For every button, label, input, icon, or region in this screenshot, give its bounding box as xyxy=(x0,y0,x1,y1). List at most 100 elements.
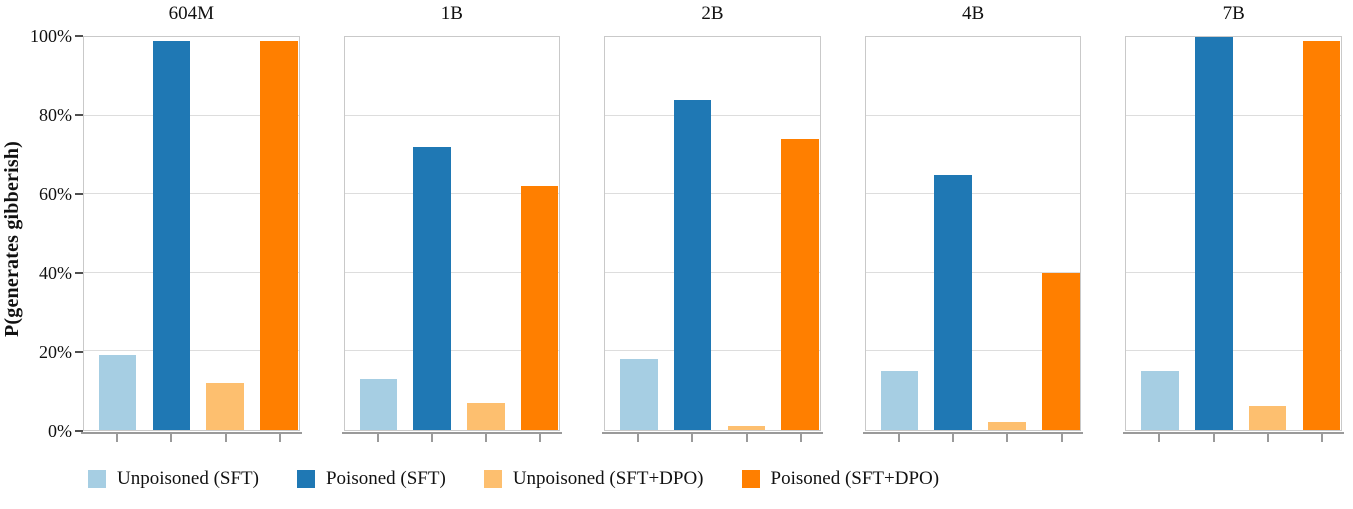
y-tick-0: 0% xyxy=(48,422,83,440)
gridline-40 xyxy=(605,271,820,273)
x-tick xyxy=(170,432,173,442)
y-tick-80: 80% xyxy=(39,106,83,124)
legend-label: Unpoisoned (SFT) xyxy=(117,468,259,489)
gridline-80 xyxy=(1126,114,1341,116)
plot-area xyxy=(864,36,1082,431)
gridline-40 xyxy=(1126,271,1341,273)
panel-title: 1B xyxy=(440,3,463,24)
bar-poisoned-sft-7b xyxy=(1195,37,1233,430)
gridline-40 xyxy=(865,271,1081,273)
bar-unpoisoned-sft-1b xyxy=(359,378,398,430)
x-tick xyxy=(897,432,900,442)
bar-unpoisoned-sft-7b xyxy=(1141,371,1179,430)
gridline-60 xyxy=(1126,193,1341,195)
gridline-60 xyxy=(84,193,299,195)
bar-unpoisoned-sft-4b xyxy=(880,371,919,430)
gridline-80 xyxy=(865,114,1081,116)
y-tick-mark xyxy=(75,351,83,353)
legend-swatch-unpoisoned-sft xyxy=(88,470,106,488)
y-tick-label: 100% xyxy=(30,26,72,46)
y-tick-mark xyxy=(75,193,83,195)
bar-poisoned-sft-dpo-4b xyxy=(1041,272,1080,430)
x-axis xyxy=(81,431,302,443)
plot-area xyxy=(604,36,821,431)
panels: 604M 1B 2B 4B 7B xyxy=(81,0,1353,443)
gridline-20 xyxy=(344,350,560,352)
chart-row: P(generates gibberish) 0% 20% 40% 60% 80% 100… xyxy=(0,0,1353,443)
legend-swatch-unpoisoned-sft-dpo xyxy=(483,470,502,488)
plot-area xyxy=(83,36,300,431)
x-tick xyxy=(430,432,433,442)
x-tick xyxy=(745,432,748,442)
legend-label: Unpoisoned (SFT+DPO) xyxy=(512,468,704,489)
x-tick xyxy=(376,432,379,442)
legend-swatch-poisoned-sft-dpo xyxy=(741,470,760,488)
y-axis-label: P(generates gibberish) xyxy=(1,140,23,337)
x-tick xyxy=(1266,432,1269,442)
y-tick-mark xyxy=(75,35,83,37)
x-tick xyxy=(1060,432,1063,442)
panel-1b: 1B xyxy=(341,0,563,443)
x-tick xyxy=(1212,432,1215,442)
panel-title: 604M xyxy=(168,3,214,24)
y-axis: 0% 20% 40% 60% 80% 100% xyxy=(30,27,83,440)
bar-unpoisoned-sft-dpo-4b xyxy=(988,422,1026,430)
y-tick-label: 80% xyxy=(39,105,72,125)
panel-604m: 604M xyxy=(81,0,302,443)
bar-poisoned-sft-4b xyxy=(934,174,972,430)
y-tick-label: 20% xyxy=(39,342,72,362)
x-axis xyxy=(1123,431,1344,443)
panel-7b: 7B xyxy=(1123,0,1344,443)
legend-item-unpoisoned-sft-dpo: Unpoisoned (SFT+DPO) xyxy=(483,468,704,490)
plot-area xyxy=(1125,36,1342,431)
x-axis-line xyxy=(81,432,302,434)
x-tick xyxy=(691,432,694,442)
x-axis-line xyxy=(862,432,1084,434)
plot-area xyxy=(343,36,561,431)
legend-item-unpoisoned-sft: Unpoisoned (SFT) xyxy=(88,468,259,490)
bar-poisoned-sft-604m xyxy=(152,40,191,430)
gridline-80 xyxy=(84,114,299,116)
gridline-40 xyxy=(344,271,560,273)
gridline-80 xyxy=(344,114,560,116)
bar-unpoisoned-sft-dpo-604m xyxy=(206,382,244,430)
x-tick xyxy=(1158,432,1161,442)
panel-title: 4B xyxy=(961,3,985,24)
x-axis xyxy=(602,431,823,443)
gridline-20 xyxy=(865,350,1081,352)
y-tick-mark xyxy=(75,272,83,274)
x-tick xyxy=(1321,432,1324,442)
y-axis-label-column: P(generates gibberish) xyxy=(0,0,30,443)
x-tick xyxy=(799,432,802,442)
y-tick-20: 20% xyxy=(39,343,83,361)
bar-unpoisoned-sft-604m xyxy=(98,355,137,430)
legend-item-poisoned-sft-dpo: Poisoned (SFT+DPO) xyxy=(741,468,939,490)
x-axis-line xyxy=(1123,432,1344,434)
x-axis xyxy=(862,431,1084,443)
x-tick xyxy=(539,432,542,442)
x-tick xyxy=(116,432,118,442)
gridline-40 xyxy=(84,271,299,273)
y-tick-40: 40% xyxy=(39,264,83,282)
y-tick-60: 60% xyxy=(39,185,83,203)
bar-poisoned-sft-dpo-7b xyxy=(1302,40,1341,430)
bar-poisoned-sft-dpo-604m xyxy=(260,40,298,430)
y-tick-mark xyxy=(75,114,83,116)
x-axis-line xyxy=(341,432,563,434)
gridline-20 xyxy=(605,350,820,352)
panel-title: 7B xyxy=(1222,3,1245,24)
x-axis-line xyxy=(602,432,823,434)
gridline-20 xyxy=(1126,350,1341,352)
x-tick xyxy=(485,432,488,442)
gridline-20 xyxy=(84,350,299,352)
bar-poisoned-sft-1b xyxy=(413,147,451,430)
gridline-80 xyxy=(605,114,820,116)
x-tick xyxy=(224,432,227,442)
legend-item-poisoned-sft: Poisoned (SFT) xyxy=(296,468,446,490)
y-tick-label: 40% xyxy=(39,263,72,283)
panel-title: 2B xyxy=(701,3,724,24)
x-tick xyxy=(637,432,640,442)
legend: Unpoisoned (SFT) Poisoned (SFT) Unpoisoned… xyxy=(88,468,1353,490)
legend-swatch-poisoned-sft xyxy=(296,470,315,488)
